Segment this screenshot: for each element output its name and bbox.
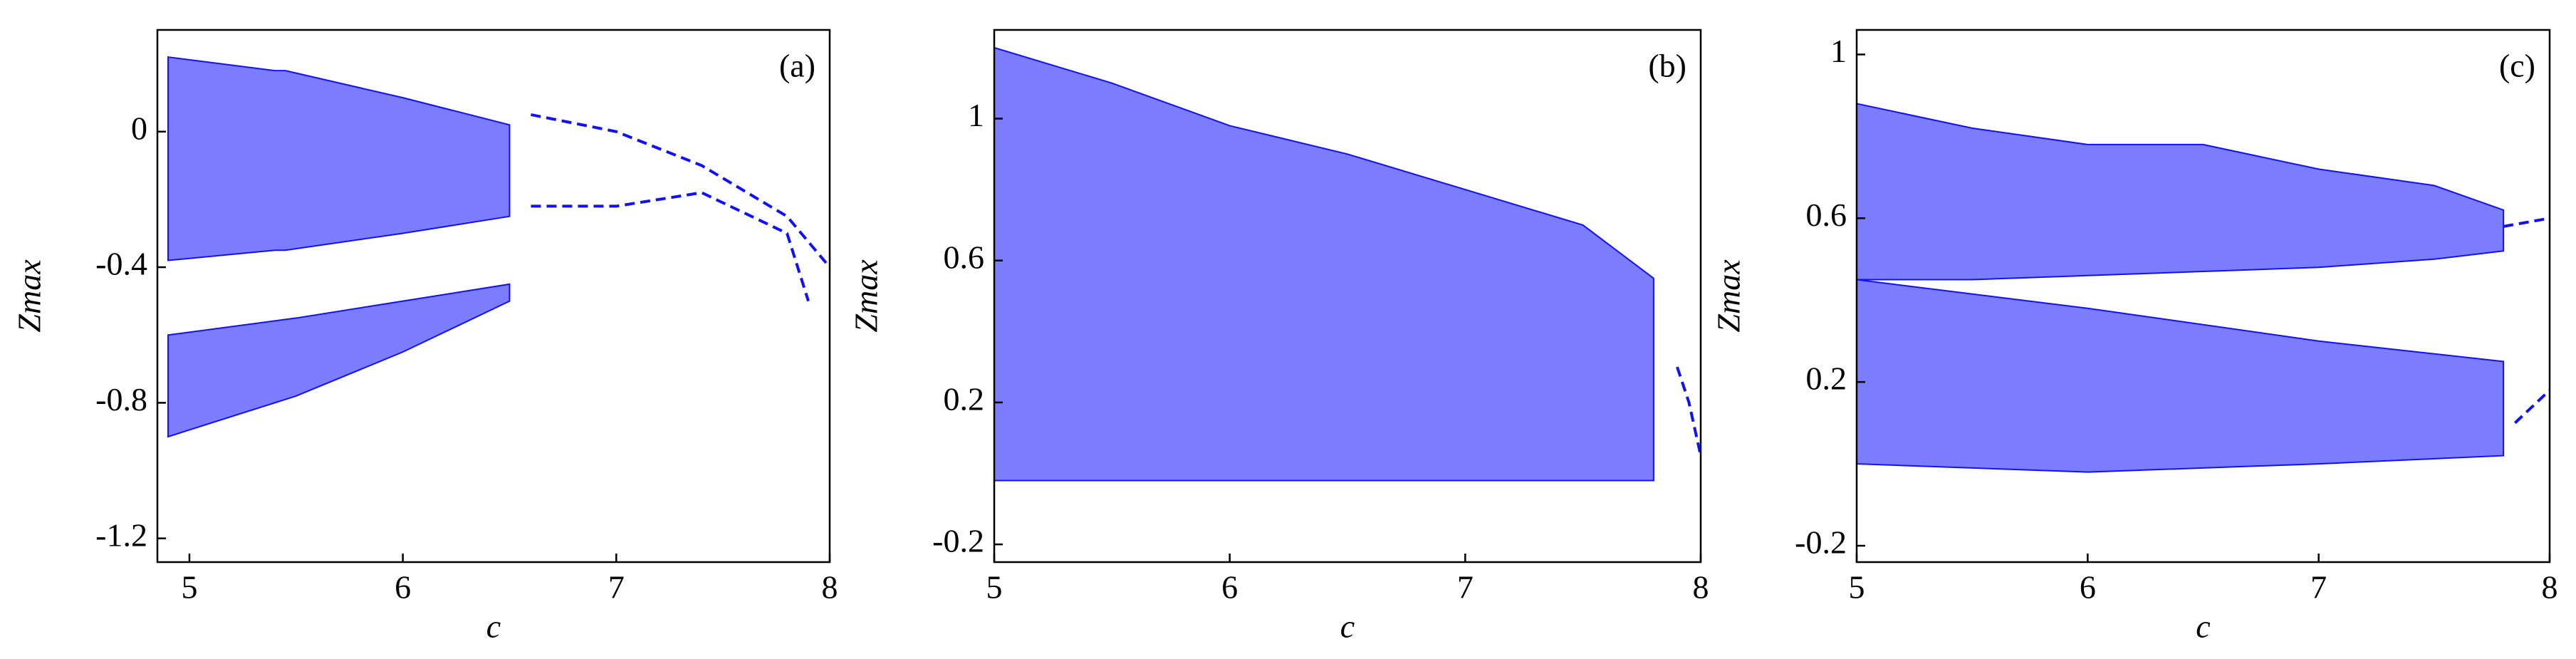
y-axis-label: Zmax — [848, 259, 885, 333]
x-tick-label: 5 — [1849, 569, 1865, 606]
y-tick-label: 1 — [968, 97, 984, 133]
y-tick-label: -0.2 — [932, 523, 984, 559]
panel: 5 6 7 8 -0.2 0.2 0.6 1 c Zmax (c) — [1711, 28, 2558, 645]
chaotic-band — [167, 283, 511, 438]
x-tick-label: 7 — [1457, 569, 1474, 606]
x-tick-label: 7 — [608, 569, 625, 606]
x-tick-label: 6 — [1221, 569, 1238, 606]
axes-frame — [1855, 28, 2551, 564]
x-tick-label: 7 — [2310, 569, 2327, 606]
x-tick-label: 6 — [2080, 569, 2096, 606]
axes-frame — [993, 28, 1702, 564]
periodic-branch — [531, 191, 810, 302]
chaotic-band — [1856, 103, 2505, 281]
y-axis-label: Zmax — [11, 259, 48, 333]
x-axis-label: c — [1340, 608, 1355, 645]
periodic-branch — [1676, 366, 1702, 457]
panel: 5 6 7 8 -0.2 0.2 0.6 1 c Zmax (b) — [848, 28, 1709, 645]
panel-label: (b) — [1648, 48, 1686, 84]
panel-label: (a) — [779, 48, 815, 84]
x-tick-label: 5 — [181, 569, 197, 606]
periodic-branch — [2513, 389, 2551, 425]
x-tick-label: 8 — [2542, 569, 2558, 606]
periodic-branch — [531, 113, 831, 269]
chaotic-band — [994, 46, 1654, 482]
panel: 5 6 7 8 0 -0.4 -0.8 -1.2 c Zmax (a) — [11, 28, 838, 645]
x-axis-label: c — [2196, 608, 2210, 645]
panel-label: (c) — [2499, 48, 2535, 84]
x-tick-label: 8 — [1693, 569, 1709, 606]
x-tick-label: 5 — [986, 569, 1003, 606]
x-axis-label: c — [486, 608, 501, 645]
y-tick-label: -0.8 — [95, 381, 147, 417]
y-tick-label: 0.6 — [1806, 197, 1847, 233]
y-tick-label: -0.4 — [95, 246, 147, 282]
chaotic-band — [1856, 279, 2505, 473]
y-tick-label: 1 — [1830, 33, 1847, 69]
y-tick-label: 0.2 — [1806, 360, 1847, 397]
x-tick-label: 6 — [395, 569, 411, 606]
y-tick-label: 0 — [131, 110, 147, 146]
chaotic-band — [167, 56, 511, 261]
x-tick-label: 8 — [822, 569, 838, 606]
y-tick-label: 0.6 — [944, 239, 985, 275]
axes-frame — [156, 28, 831, 564]
y-tick-label: -0.2 — [1795, 524, 1847, 561]
periodic-branch — [2503, 217, 2550, 228]
y-tick-label: -1.2 — [95, 517, 147, 553]
y-axis-label: Zmax — [1711, 259, 1747, 333]
y-tick-label: 0.2 — [944, 380, 985, 417]
